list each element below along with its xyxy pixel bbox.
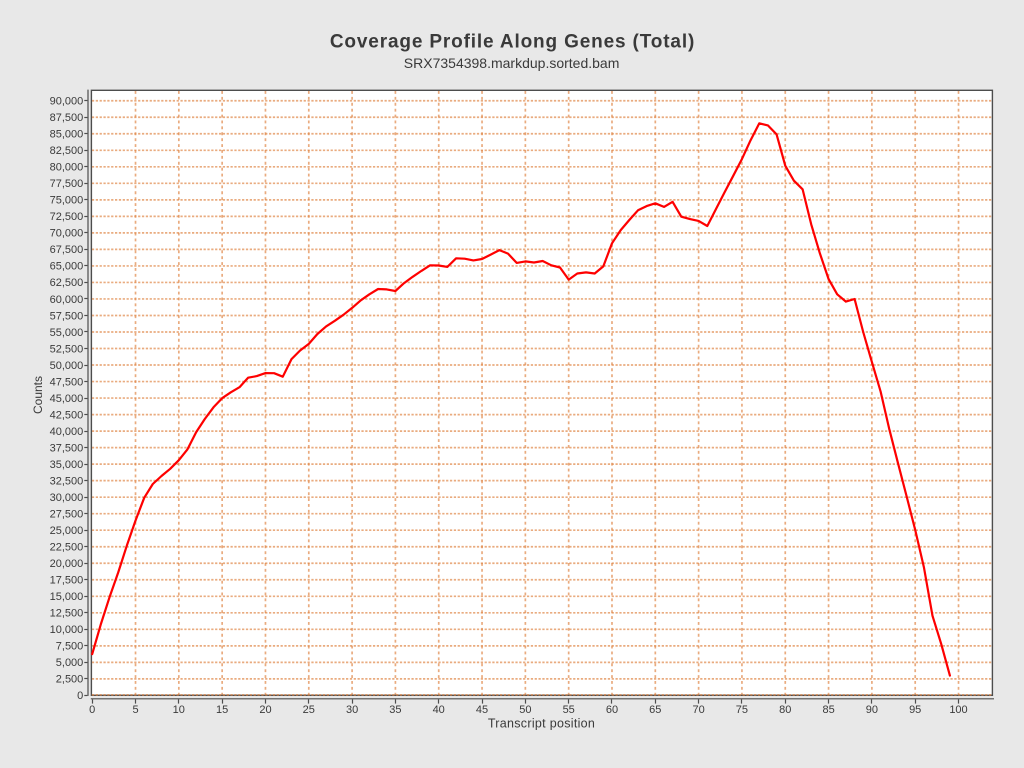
svg-text:7,500: 7,500	[56, 641, 84, 653]
svg-text:60: 60	[606, 704, 618, 716]
svg-text:12,500: 12,500	[50, 608, 84, 620]
svg-text:80,000: 80,000	[50, 162, 84, 174]
svg-text:30,000: 30,000	[50, 492, 84, 504]
svg-text:50,000: 50,000	[50, 360, 84, 372]
svg-text:27,500: 27,500	[50, 509, 84, 521]
svg-text:50: 50	[519, 704, 531, 716]
svg-text:55: 55	[563, 704, 575, 716]
svg-text:0: 0	[77, 690, 83, 702]
svg-text:5: 5	[132, 704, 138, 716]
svg-text:87,500: 87,500	[50, 112, 84, 124]
svg-text:85,000: 85,000	[50, 129, 84, 141]
svg-text:35,000: 35,000	[50, 459, 84, 471]
svg-text:75,000: 75,000	[50, 195, 84, 207]
svg-text:5,000: 5,000	[56, 657, 84, 669]
svg-text:15,000: 15,000	[50, 591, 84, 603]
svg-text:10,000: 10,000	[50, 624, 84, 636]
svg-text:25: 25	[303, 704, 315, 716]
svg-text:62,500: 62,500	[50, 277, 84, 289]
svg-text:Transcript position: Transcript position	[488, 717, 595, 731]
svg-text:10: 10	[173, 704, 185, 716]
svg-text:90: 90	[866, 704, 878, 716]
svg-text:60,000: 60,000	[50, 294, 84, 306]
svg-text:20: 20	[259, 704, 271, 716]
svg-text:37,500: 37,500	[50, 442, 84, 454]
svg-text:45: 45	[476, 704, 488, 716]
svg-text:40: 40	[433, 704, 445, 716]
svg-text:25,000: 25,000	[50, 525, 84, 537]
svg-text:0: 0	[89, 704, 95, 716]
svg-text:SRX7354398.markdup.sorted.bam: SRX7354398.markdup.sorted.bam	[404, 55, 620, 71]
svg-text:40,000: 40,000	[50, 426, 84, 438]
svg-text:52,500: 52,500	[50, 343, 84, 355]
svg-text:2,500: 2,500	[56, 674, 84, 686]
svg-text:70,000: 70,000	[50, 228, 84, 240]
svg-text:35: 35	[389, 704, 401, 716]
svg-text:82,500: 82,500	[50, 145, 84, 157]
svg-text:65: 65	[649, 704, 661, 716]
svg-text:75: 75	[736, 704, 748, 716]
svg-text:15: 15	[216, 704, 228, 716]
svg-text:32,500: 32,500	[50, 476, 84, 488]
svg-text:47,500: 47,500	[50, 376, 84, 388]
svg-text:55,000: 55,000	[50, 327, 84, 339]
svg-text:22,500: 22,500	[50, 542, 84, 554]
svg-text:77,500: 77,500	[50, 178, 84, 190]
svg-text:45,000: 45,000	[50, 393, 84, 405]
svg-text:72,500: 72,500	[50, 211, 84, 223]
svg-text:100: 100	[949, 704, 967, 716]
svg-text:85: 85	[822, 704, 834, 716]
svg-text:20,000: 20,000	[50, 558, 84, 570]
svg-text:30: 30	[346, 704, 358, 716]
svg-text:Counts: Counts	[31, 376, 45, 414]
svg-text:70: 70	[692, 704, 704, 716]
svg-text:67,500: 67,500	[50, 244, 84, 256]
svg-text:95: 95	[909, 704, 921, 716]
svg-text:65,000: 65,000	[50, 261, 84, 273]
svg-text:Coverage Profile Along Genes (: Coverage Profile Along Genes (Total)	[330, 31, 695, 52]
svg-text:90,000: 90,000	[50, 96, 84, 108]
svg-text:42,500: 42,500	[50, 409, 84, 421]
svg-text:80: 80	[779, 704, 791, 716]
svg-text:57,500: 57,500	[50, 310, 84, 322]
svg-text:17,500: 17,500	[50, 575, 84, 587]
